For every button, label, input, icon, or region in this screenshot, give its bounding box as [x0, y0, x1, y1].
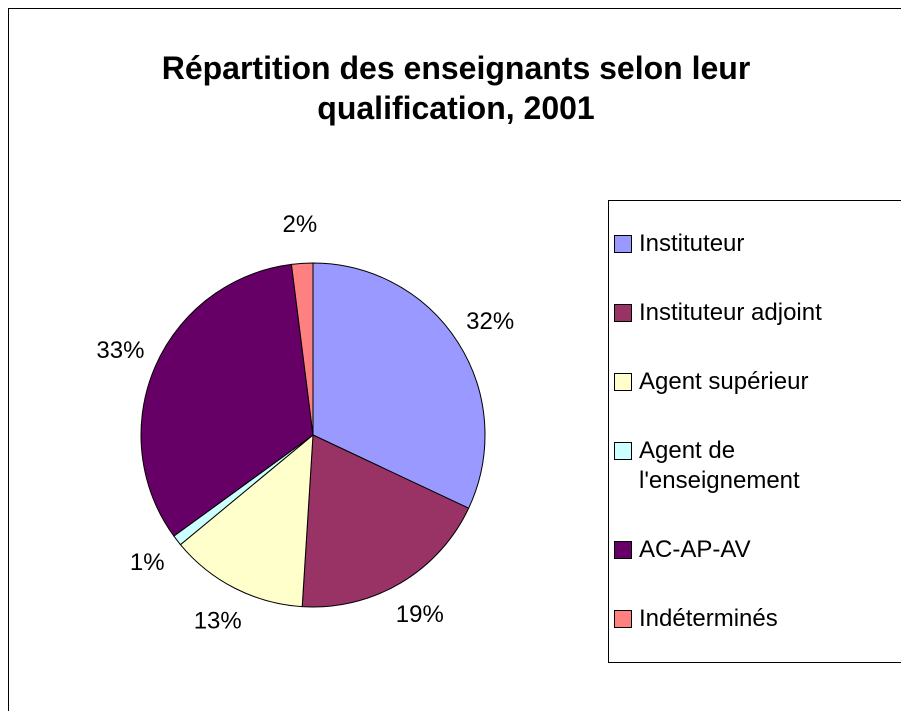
legend-swatch [614, 303, 632, 322]
chart-border [8, 8, 901, 711]
data-label: 1% [130, 549, 165, 576]
legend-label: AC-AP-AV [639, 536, 751, 564]
pie-slice [140, 263, 314, 537]
pie-slice [301, 434, 470, 608]
legend-label: Agent supérieur [639, 367, 809, 395]
data-label: 13% [194, 607, 242, 634]
pie-slice [312, 262, 486, 509]
legend-swatch [614, 610, 632, 629]
pie-slice [179, 433, 314, 608]
legend-item: Instituteur [609, 229, 901, 259]
legend-item: AC-AP-AV [609, 535, 901, 565]
legend-swatch [614, 541, 632, 560]
legend-item: Agent supérieur [609, 367, 901, 397]
legend-item: Indéterminés [609, 604, 901, 634]
legend-label: Instituteur [639, 229, 745, 257]
legend-label: Instituteur adjoint [639, 298, 822, 326]
pie-slice [290, 262, 314, 436]
data-label: 32% [466, 308, 514, 335]
chart-title: Répartition des enseignants selon leur q… [161, 50, 751, 126]
data-label: 2% [282, 211, 317, 238]
legend-item: Instituteur adjoint [609, 298, 901, 328]
legend-swatch [614, 372, 632, 391]
legend: Instituteur Instituteur adjoint Agent supé… [608, 200, 901, 663]
legend-label: Indéterminés [639, 605, 778, 633]
legend-label: Agent de l'enseignement [639, 437, 800, 495]
data-label: 33% [96, 337, 144, 364]
legend-swatch [614, 234, 632, 253]
legend-swatch [614, 442, 632, 461]
data-label: 19% [396, 601, 444, 628]
legend-item: Agent de l'enseignement [609, 436, 901, 496]
